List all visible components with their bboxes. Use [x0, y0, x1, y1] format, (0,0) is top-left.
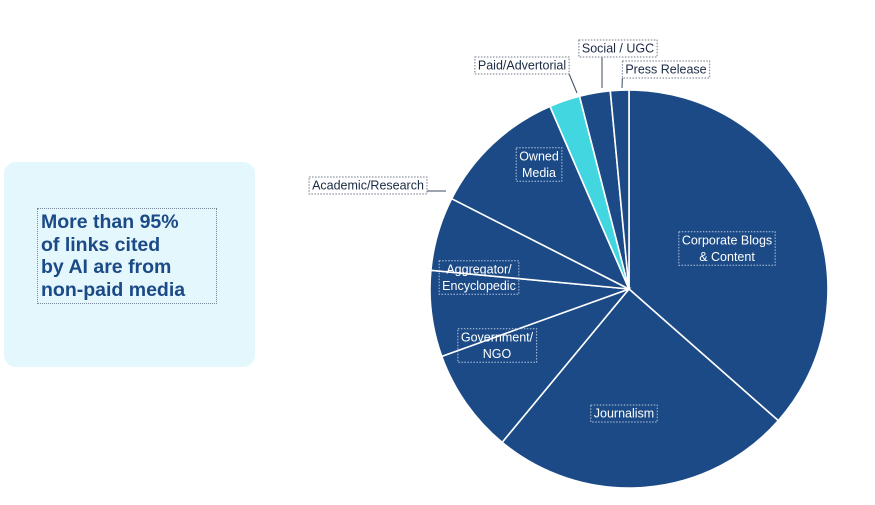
callout-headline: More than 95% of links cited by AI are f… [37, 208, 217, 304]
slice-label-paid-advertorial: Paid/Advertorial [474, 56, 578, 94]
pie-slice-owned-media [450, 105, 631, 291]
pie-slice-press-release [609, 89, 630, 290]
svg-text:Paid/Advertorial: Paid/Advertorial [478, 59, 566, 73]
slice-label-social-ugc: Social / UGC [578, 39, 658, 88]
pie-slice-government-ngo [440, 287, 632, 444]
slice-label-owned-media: Owned Media [515, 147, 563, 182]
svg-text:Press Release: Press Release [625, 63, 706, 77]
leader-line-paid-advertorial [568, 73, 578, 94]
svg-text:Journalism: Journalism [594, 407, 654, 421]
svg-text:Government/NGO: Government/NGO [461, 330, 534, 361]
slice-label-corporate-blogs-content: Corporate Blogs & Content [678, 231, 776, 266]
slice-label-press-release: Press Release [621, 60, 711, 89]
slice-label-government-ngo: Government/NGO [457, 328, 538, 363]
svg-text:Corporate Blogs& Content: Corporate Blogs & Content [682, 233, 772, 264]
pie-slice-corporate-blogs-content [628, 89, 829, 422]
svg-text:Aggregator/Encyclopedic: Aggregator/Encyclopedic [442, 262, 516, 293]
svg-text:Social / UGC: Social / UGC [582, 42, 654, 56]
svg-text:Academic/Research: Academic/Research [312, 179, 424, 193]
callout-panel [4, 162, 255, 367]
slice-label-journalism: Journalism [590, 404, 658, 423]
pie-slice-journalism [501, 287, 780, 489]
slice-label-aggregator-encyclopedic: Aggregator/Encyclopedic [438, 260, 520, 295]
slice-label-academic-research: Academic/Research [308, 176, 446, 195]
